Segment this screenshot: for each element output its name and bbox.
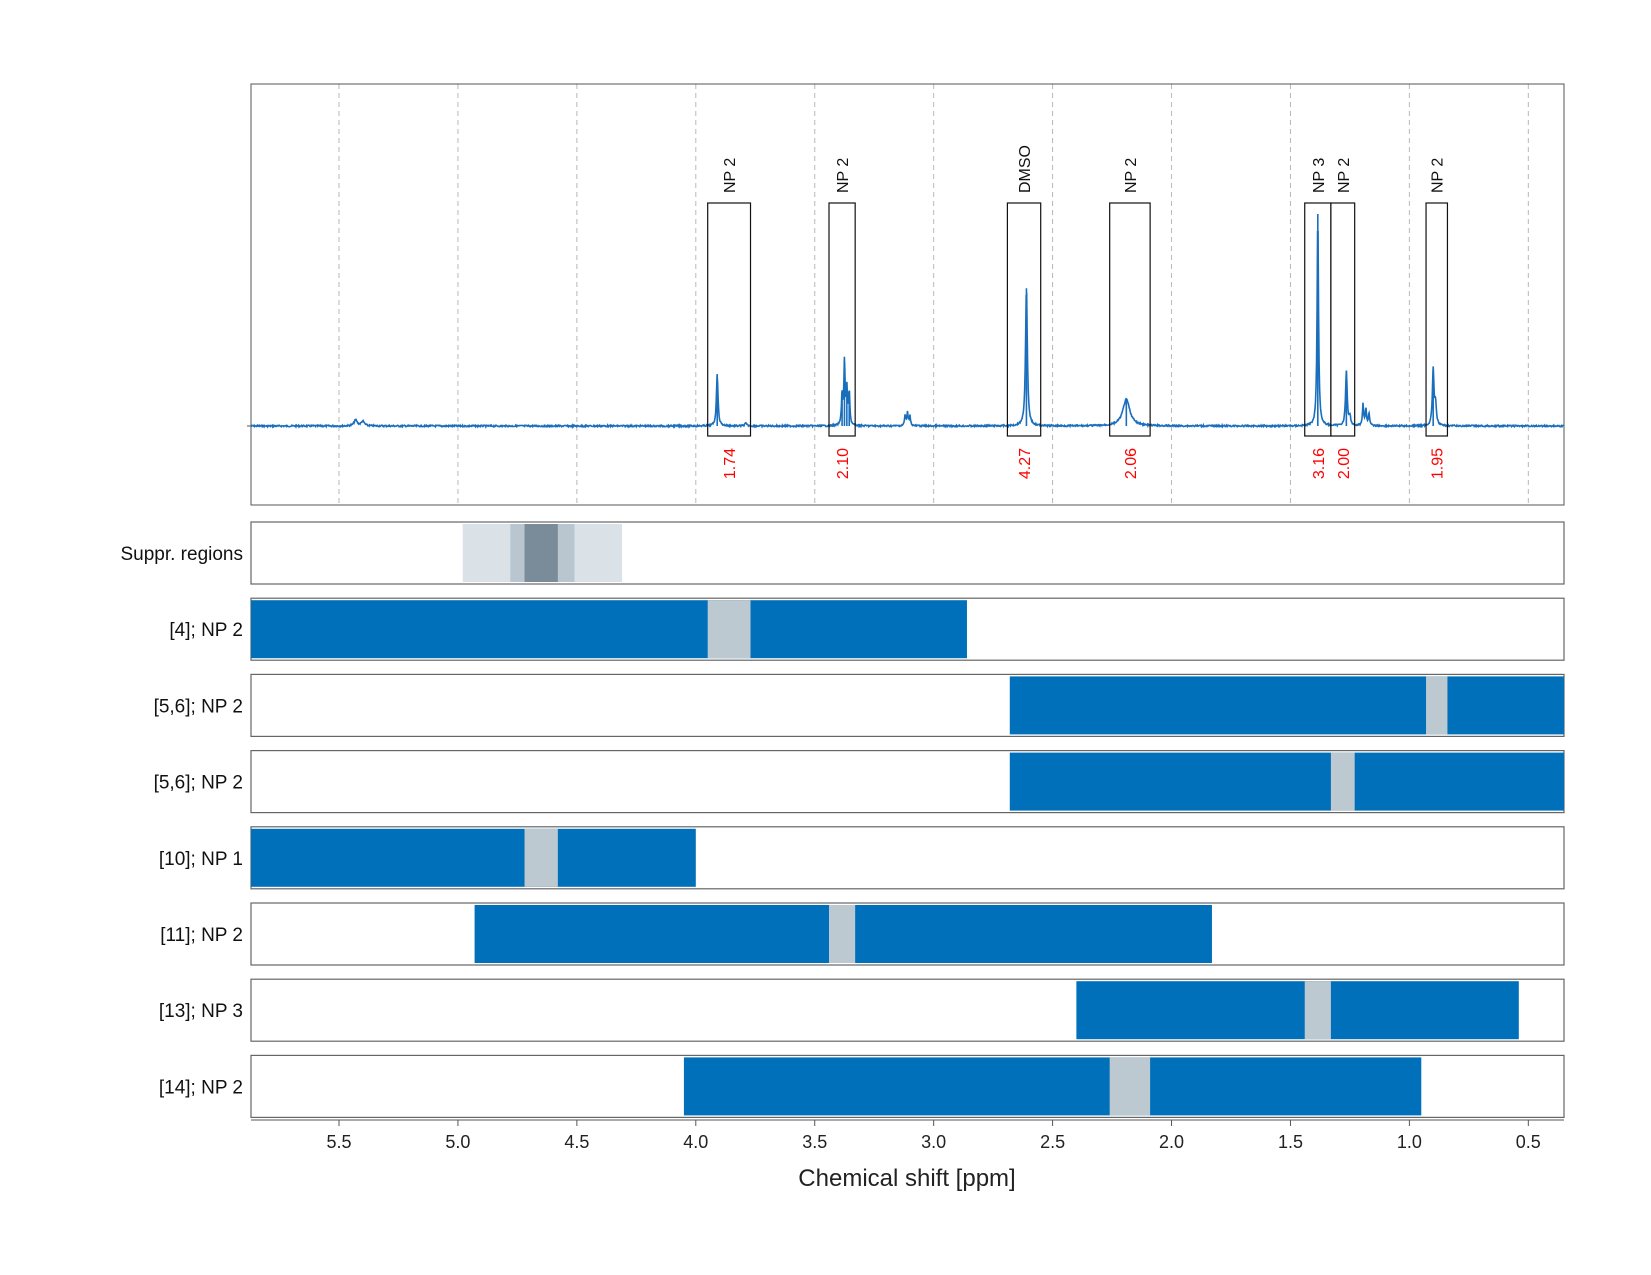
track-0-label: [4]; NP 2: [169, 620, 243, 641]
track-5-label: [13]; NP 3: [159, 1001, 243, 1022]
track-bar: [1009, 752, 1564, 811]
x-tick-label: 4.0: [683, 1132, 708, 1152]
annotation-label: NP 2: [1123, 158, 1140, 193]
spectrum-panel: NP 2 1.74 NP 2 2.10 DMSO 4.27 NP 2 2.06 NP 3 3.16…: [247, 83, 1565, 506]
suppr-track-label: Suppr. regions: [120, 544, 243, 565]
annotation-label: NP 2: [722, 158, 739, 193]
annotation-ratio: 2.10: [835, 448, 852, 479]
track-window: [829, 905, 856, 963]
track-bar: [251, 828, 696, 887]
track-3-label: [10]; NP 1: [159, 849, 243, 870]
x-tick-label: 1.0: [1397, 1132, 1422, 1152]
annotation-ratio: 2.00: [1336, 448, 1353, 479]
x-tick-label: 2.5: [1040, 1132, 1065, 1152]
x-tick-label: 3.0: [921, 1132, 946, 1152]
x-tick-label: 5.0: [445, 1132, 470, 1152]
annotation-box: [1006, 202, 1042, 437]
track-4-label: [11]; NP 2: [160, 925, 243, 946]
track-bar: [683, 1057, 1422, 1116]
track-bar: [1009, 676, 1564, 735]
x-axis-label: Chemical shift [ppm]: [798, 1165, 1015, 1192]
track-6-label: [14]; NP 2: [159, 1077, 243, 1098]
track-bar: [1076, 981, 1519, 1040]
annotation-box: [828, 202, 856, 437]
x-tick-label: 0.5: [1516, 1132, 1541, 1152]
x-tick-label: 2.0: [1159, 1132, 1184, 1152]
annotation-ratio: 2.06: [1123, 448, 1140, 479]
grid-lines: [338, 84, 1529, 505]
annotation-label: NP 2: [1430, 158, 1447, 193]
track-bar: [251, 600, 967, 659]
annotation-label: NP 2: [1336, 158, 1353, 193]
track-2-label: [5,6]; NP 2: [154, 773, 243, 794]
annotation-label: NP 2: [835, 158, 852, 193]
annotation-ratio: 3.16: [1311, 448, 1328, 479]
track-1-label: [5,6]; NP 2: [154, 696, 243, 717]
track-window: [524, 828, 558, 887]
x-tick-label: 4.5: [564, 1132, 589, 1152]
x-axis: 5.5 5.0 4.5 4.0 3.5 3.0 2.5 2.0 1.5 1.0 0.5: [251, 1119, 1564, 1152]
annotation-box: [707, 202, 752, 437]
track-window: [1304, 981, 1331, 1040]
spectrum-frame: [250, 83, 1565, 506]
suppr-region: [524, 524, 558, 582]
x-tick-label: 1.5: [1278, 1132, 1303, 1152]
annotation-ratio: 1.74: [722, 448, 739, 479]
track-window: [1426, 676, 1448, 735]
track-window: [707, 600, 751, 659]
interval-tracks: Suppr. regions [4]; NP 2 [5,6]; NP 2 [5,6];…: [120, 521, 1565, 1119]
annotation-box: [1330, 202, 1356, 437]
annotation-ratio: 1.95: [1430, 448, 1447, 479]
annotation-box: [1425, 202, 1449, 437]
spectrum-line: [250, 230, 1565, 430]
x-tick-label: 3.5: [802, 1132, 827, 1152]
annotation-ratio: 4.27: [1017, 448, 1034, 479]
annotation-label: NP 3: [1311, 158, 1328, 193]
track-window: [1109, 1057, 1151, 1116]
annotation-label: DMSO: [1017, 145, 1034, 193]
x-tick-label: 5.5: [326, 1132, 351, 1152]
track-window: [1330, 752, 1355, 811]
annotation-box: [1109, 202, 1151, 437]
suppr-track-frame: [250, 521, 1565, 585]
